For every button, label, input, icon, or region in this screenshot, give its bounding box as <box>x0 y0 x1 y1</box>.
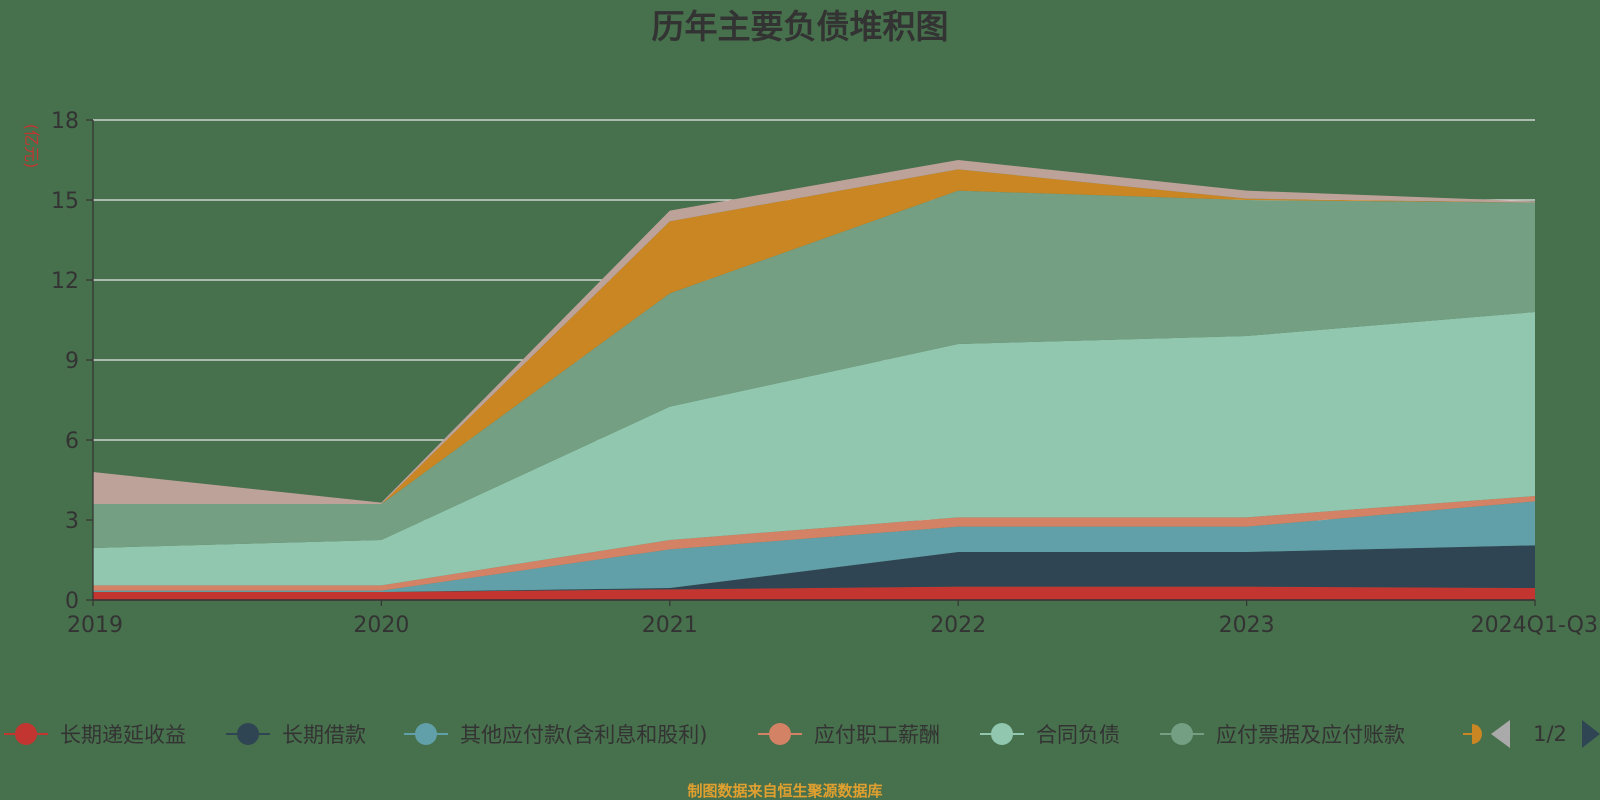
legend-label: 应付职工薪酬 <box>814 723 940 747</box>
legend-label: 长期借款 <box>282 723 366 747</box>
y-axis-label: (亿元) <box>22 124 41 169</box>
legend-label: 长期递延收益 <box>60 723 186 747</box>
area-series-6 <box>93 169 1535 504</box>
data-source-note: 制图数据来自恒生聚源数据库 <box>687 782 882 800</box>
y-tick-label-5: 15 <box>51 189 79 214</box>
legend-marker <box>769 723 791 745</box>
legend-prev-page-icon[interactable] <box>1491 720 1510 748</box>
legend-marker <box>1171 723 1193 745</box>
legend-item-0[interactable]: 长期递延收益 <box>4 723 186 747</box>
x-tick-label-4: 2023 <box>1219 613 1275 638</box>
x-tick-label-1: 2020 <box>353 613 409 638</box>
chart-title: 历年主要负债堆积图 <box>652 7 949 46</box>
area-series-2 <box>93 501 1535 592</box>
area-series-5 <box>93 190 1535 549</box>
legend-label: 合同负债 <box>1036 723 1120 747</box>
legend-marker <box>1472 724 1482 744</box>
legend-item-3[interactable]: 应付职工薪酬 <box>758 723 940 747</box>
y-tick-label-1: 3 <box>65 509 79 534</box>
y-tick-label-2: 6 <box>65 429 79 454</box>
legend-page-indicator: 1/2 <box>1533 722 1567 746</box>
area-series-group <box>93 160 1535 600</box>
x-tick-label-0: 2019 <box>67 613 123 638</box>
x-tick-label-5: 2024Q1-Q3 <box>1471 613 1598 638</box>
legend-item-2[interactable]: 其他应付款(含利息和股利) <box>404 723 707 747</box>
axes: 0 3 6 9 12 15 18 2019 2020 2021 2022 2023 2024Q1-Q3 <box>51 109 1598 638</box>
area-series-3 <box>93 496 1535 591</box>
legend-item-4[interactable]: 合同负债 <box>980 723 1120 747</box>
area-series-4 <box>93 312 1535 586</box>
legend-item-partial[interactable] <box>1463 724 1482 744</box>
legend-item-5[interactable]: 应付票据及应付账款 <box>1160 723 1405 747</box>
legend-item-1[interactable]: 长期借款 <box>226 723 366 747</box>
legend-marker <box>15 723 37 745</box>
area-series-0 <box>93 586 1535 600</box>
x-tick-label-2: 2021 <box>642 613 698 638</box>
legend-label: 其他应付款(含利息和股利) <box>460 723 707 747</box>
legend-marker <box>991 723 1013 745</box>
legend-label: 应付票据及应付账款 <box>1216 723 1405 747</box>
y-tick-label-6: 18 <box>51 109 79 134</box>
y-tick-label-0: 0 <box>65 589 79 614</box>
y-tick-label-3: 9 <box>65 349 79 374</box>
area-series-1 <box>93 545 1535 592</box>
legend-marker <box>237 723 259 745</box>
x-tick-label-3: 2022 <box>930 613 986 638</box>
legend-marker <box>415 723 437 745</box>
legend: 长期递延收益 长期借款 其他应付款(含利息和股利) 应付职工薪酬 合同负债 应付票据及应付… <box>4 720 1600 748</box>
legend-next-page-icon[interactable] <box>1582 720 1600 748</box>
y-tick-label-4: 12 <box>51 269 79 294</box>
